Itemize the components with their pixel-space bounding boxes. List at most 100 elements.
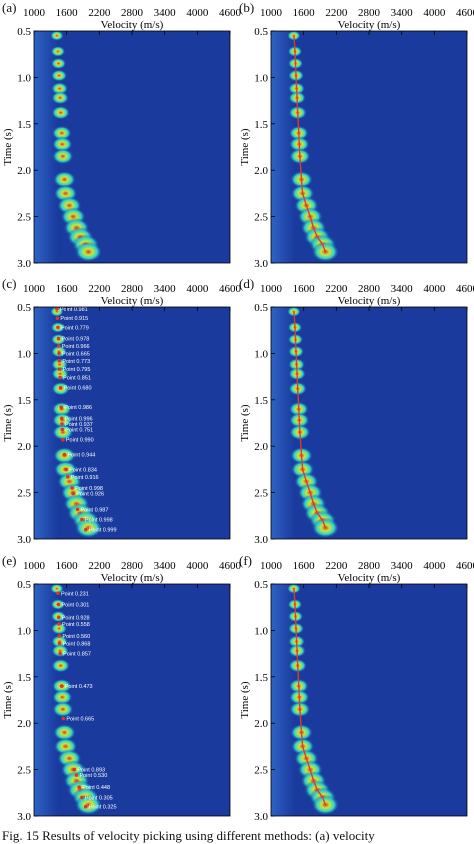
y-tick-label: 3.0 bbox=[254, 534, 268, 546]
figure-caption: Fig. 15 Results of velocity picking usin… bbox=[2, 828, 375, 843]
pick-point-label: Point 0.916 bbox=[71, 475, 99, 481]
pick-point-label: Point 0.665 bbox=[66, 717, 94, 723]
x-tick-label: 1000 bbox=[23, 7, 46, 19]
pick-point-label: Point 0.937 bbox=[65, 422, 93, 428]
x-tick-label: 4000 bbox=[423, 7, 446, 19]
x-tick-label: 4000 bbox=[186, 560, 209, 572]
y-tick-label: 1.0 bbox=[17, 625, 31, 637]
pick-point-marker bbox=[77, 785, 81, 790]
energy-peak bbox=[50, 45, 66, 57]
panel-b-label: (b) bbox=[239, 0, 255, 15]
pick-point-marker bbox=[70, 486, 74, 490]
y-axis-title: Time (s) bbox=[239, 404, 251, 442]
x-tick-label: 4000 bbox=[186, 7, 209, 19]
energy-peak bbox=[50, 358, 69, 371]
energy-peak bbox=[51, 658, 71, 673]
pick-point-label: Point 0.851 bbox=[63, 376, 91, 382]
energy-peak bbox=[52, 701, 74, 718]
x-tick-label: 2200 bbox=[88, 7, 111, 19]
pick-point-marker bbox=[59, 684, 64, 688]
x-tick-label: 4600 bbox=[219, 7, 242, 19]
x-tick-label: 3400 bbox=[154, 283, 177, 295]
pick-point-marker bbox=[60, 422, 64, 426]
y-tick-label: 1.0 bbox=[254, 625, 268, 637]
pick-point-marker bbox=[62, 452, 67, 457]
panel-f-svg: 1000 1600 2200 2800 3400 4000 4600 Velocity (m/… bbox=[239, 560, 474, 823]
panel-a-svg: 1000 1600 2200 2800 3400 4000 4600 Velocity (m/… bbox=[2, 7, 242, 270]
pick-point-marker bbox=[64, 467, 68, 472]
pick-point-marker bbox=[56, 615, 61, 620]
y-tick-label: 1.5 bbox=[254, 395, 268, 407]
y-tick-label: 2.0 bbox=[254, 165, 268, 177]
y-tick-label: 2.5 bbox=[17, 212, 31, 224]
y-tick-label: 3.0 bbox=[254, 811, 268, 823]
picked-velocity-line bbox=[293, 588, 327, 806]
pick-point-label: Point 0.795 bbox=[63, 367, 91, 373]
y-tick-label: 3.0 bbox=[254, 258, 268, 270]
pick-point-label: Point 0.558 bbox=[62, 622, 90, 628]
pick-point-label: Point 0.305 bbox=[85, 795, 113, 801]
x-tick-label: 4000 bbox=[423, 560, 446, 572]
energy-peak bbox=[50, 69, 68, 82]
pick-point-label: Point 0.868 bbox=[63, 641, 91, 647]
pick-point-marker bbox=[83, 804, 88, 809]
x-axis-title: Velocity (m/s) bbox=[338, 19, 401, 31]
pick-point-marker bbox=[61, 716, 66, 721]
pick-point-marker bbox=[55, 316, 60, 320]
pick-point-marker bbox=[57, 622, 61, 626]
pick-point-label: Point 0.665 bbox=[62, 351, 90, 357]
pick-point-label: Point 0.986 bbox=[64, 405, 92, 411]
pick-point-marker bbox=[57, 359, 62, 363]
x-tick-label: 2200 bbox=[88, 283, 111, 295]
energy-peak bbox=[49, 30, 64, 41]
energy-peak bbox=[52, 148, 74, 165]
x-tick-label: 1000 bbox=[260, 283, 283, 295]
pick-point-marker bbox=[58, 375, 62, 380]
pick-point-label: Point 0.779 bbox=[61, 325, 89, 331]
y-tick-label: 1.0 bbox=[17, 348, 31, 360]
pick-point-marker bbox=[71, 491, 75, 496]
x-tick-label: 1000 bbox=[23, 560, 46, 572]
pick-point-marker bbox=[60, 427, 65, 432]
y-axis-title: Time (s) bbox=[2, 681, 14, 719]
x-tick-label: 4600 bbox=[456, 560, 474, 572]
y-tick-label: 1.5 bbox=[17, 119, 31, 131]
pick-point-label: Point 0.978 bbox=[62, 337, 90, 343]
panel-f-label: (f) bbox=[239, 553, 252, 568]
pick-point-marker bbox=[58, 651, 62, 656]
pick-point-label: Point 0.325 bbox=[89, 805, 117, 811]
panel-b-svg: 1000 1600 2200 2800 3400 4000 4600 Velocity (m/… bbox=[239, 7, 474, 270]
y-tick-label: 2.5 bbox=[254, 488, 268, 500]
energy-peak bbox=[50, 635, 69, 648]
y-tick-label: 1.5 bbox=[17, 395, 31, 407]
y-tick-label: 2.0 bbox=[17, 165, 31, 177]
x-tick-label: 2200 bbox=[325, 560, 348, 572]
pick-point-marker bbox=[57, 367, 62, 371]
y-tick-label: 1.0 bbox=[17, 72, 31, 84]
x-tick-label: 1000 bbox=[260, 7, 283, 19]
y-tick-label: 3.0 bbox=[17, 258, 31, 270]
energy-peak bbox=[74, 794, 103, 816]
energy-peak bbox=[49, 306, 64, 317]
pick-point-label: Point 0.990 bbox=[66, 438, 94, 444]
y-tick-label: 2.0 bbox=[254, 441, 268, 453]
x-tick-label: 3400 bbox=[391, 560, 414, 572]
y-tick-label: 0.5 bbox=[254, 26, 268, 38]
pick-point-label: Point 0.834 bbox=[69, 467, 97, 473]
pick-point-label: Point 0.915 bbox=[60, 316, 88, 322]
x-tick-label: 1000 bbox=[23, 283, 46, 295]
y-tick-label: 0.5 bbox=[17, 579, 31, 591]
pick-point-marker bbox=[56, 325, 60, 330]
x-tick-label: 4000 bbox=[186, 283, 209, 295]
x-tick-label: 1600 bbox=[56, 560, 79, 572]
energy-peak bbox=[51, 91, 70, 105]
pick-point-marker bbox=[57, 641, 62, 646]
panel-e-label: (e) bbox=[2, 553, 17, 568]
x-axis-title: Velocity (m/s) bbox=[338, 572, 401, 584]
pick-point-label: Point 0.773 bbox=[62, 359, 90, 365]
x-tick-label: 2800 bbox=[121, 560, 144, 572]
picked-velocity-line bbox=[293, 35, 327, 253]
y-tick-label: 2.0 bbox=[17, 718, 31, 730]
pick-point-label: Point 0.928 bbox=[62, 615, 90, 621]
